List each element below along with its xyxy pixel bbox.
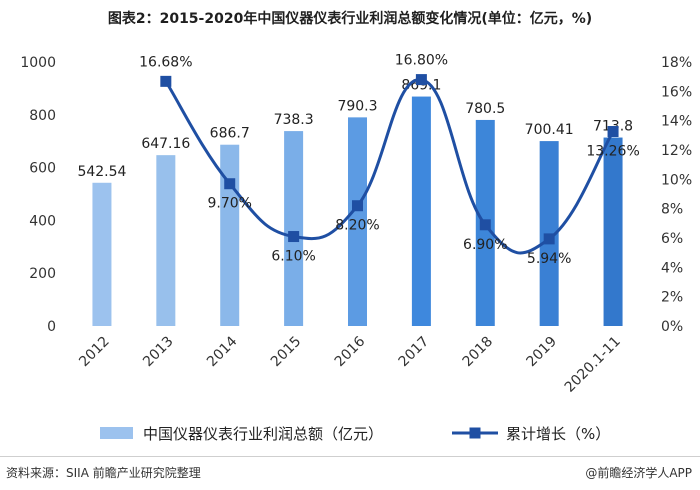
line-value-label: 8.20% — [335, 218, 379, 234]
legend-line-label: 累计增长（%） — [506, 425, 610, 443]
line-series — [160, 74, 619, 255]
line-marker — [479, 219, 491, 231]
right-tick-label: 12% — [661, 143, 692, 159]
growth-line — [164, 78, 615, 255]
right-tick-label: 14% — [661, 114, 692, 130]
line-marker — [607, 126, 619, 138]
right-tick-label: 10% — [661, 172, 692, 188]
right-axis-ticks: 0% 2% 4% 6% 8% 10% 12% 14% 16% 18% — [661, 55, 692, 335]
bar-value-label: 790.3 — [337, 98, 377, 114]
brand-note: @前瞻经济学人APP — [585, 466, 692, 480]
line-marker — [352, 200, 363, 212]
x-tick-label: 2019 — [523, 334, 560, 371]
x-tick-label: 2017 — [396, 334, 433, 371]
bar-value-label: 700.41 — [525, 122, 574, 138]
line-value-label: 6.10% — [271, 249, 315, 265]
left-axis-ticks: 0 200 400 600 800 1000 — [20, 55, 56, 335]
line-value-label: 6.90% — [463, 237, 507, 253]
bar — [220, 144, 240, 326]
right-tick-label: 2% — [661, 290, 683, 306]
right-tick-label: 0% — [661, 319, 683, 335]
left-tick-label: 400 — [29, 213, 56, 229]
footer-divider — [0, 456, 700, 457]
bar-value-label: 738.3 — [274, 112, 314, 128]
bar-value-label: 686.7 — [210, 126, 250, 142]
bar — [284, 131, 304, 326]
line-marker — [543, 233, 555, 245]
left-tick-label: 800 — [29, 108, 56, 124]
left-tick-label: 200 — [29, 266, 56, 282]
line-value-label: 5.94% — [527, 251, 571, 267]
x-tick-label: 2015 — [268, 334, 305, 371]
bar — [603, 137, 623, 326]
left-tick-label: 600 — [29, 161, 56, 177]
bar-value-label: 780.5 — [465, 101, 505, 117]
left-tick-label: 1000 — [20, 55, 56, 71]
line-marker — [415, 74, 427, 86]
line-marker — [224, 178, 236, 190]
chart-title: 图表2：2015-2020年中国仪器仪表行业利润总额变化情况(单位：亿元，%) — [107, 11, 593, 27]
x-tick-label: 2020.1-11 — [562, 334, 624, 396]
legend-bar-label: 中国仪器仪表行业利润总额（亿元） — [143, 425, 383, 443]
x-tick-label: 2014 — [204, 333, 241, 370]
source-note: 资料来源：SIIA 前瞻产业研究院整理 — [6, 466, 201, 480]
bar-value-label: 542.54 — [77, 164, 126, 180]
line-value-label: 16.68% — [139, 54, 192, 70]
right-tick-label: 6% — [661, 231, 683, 247]
combo-chart: 0 200 400 600 800 1000 0% 2% 4% 6% 8% 10% 12% 14% 16%… — [20, 53, 692, 443]
legend-bar-swatch — [100, 427, 133, 439]
x-axis-ticks: 2012 2013 2014 2015 2016 2017 2018 2019 2020.1-1… — [76, 333, 624, 395]
x-tick-label: 2012 — [76, 334, 113, 371]
bar — [92, 182, 112, 326]
line-marker — [160, 75, 172, 87]
line-value-label: 13.26% — [586, 144, 639, 160]
line-marker — [288, 231, 300, 243]
legend-line-marker — [469, 427, 481, 439]
bar-value-label: 647.16 — [141, 136, 190, 152]
line-value-label: 16.80% — [395, 53, 448, 69]
right-tick-label: 16% — [661, 84, 692, 100]
legend: 中国仪器仪表行业利润总额（亿元） 累计增长（%） — [100, 425, 610, 443]
right-tick-label: 18% — [661, 55, 692, 71]
x-tick-label: 2013 — [140, 334, 177, 371]
bar — [348, 117, 367, 326]
x-tick-label: 2018 — [460, 334, 497, 371]
line-data-labels: 16.68% 9.70% 6.10% 8.20% 16.80% 6.90% 5.94% 13.… — [139, 53, 640, 267]
bar — [411, 96, 431, 326]
right-tick-label: 4% — [661, 260, 683, 276]
right-tick-label: 8% — [661, 202, 683, 218]
line-value-label: 9.70% — [207, 196, 251, 212]
x-tick-label: 2016 — [332, 333, 369, 370]
left-tick-label: 0 — [47, 319, 56, 335]
bar — [156, 155, 176, 326]
